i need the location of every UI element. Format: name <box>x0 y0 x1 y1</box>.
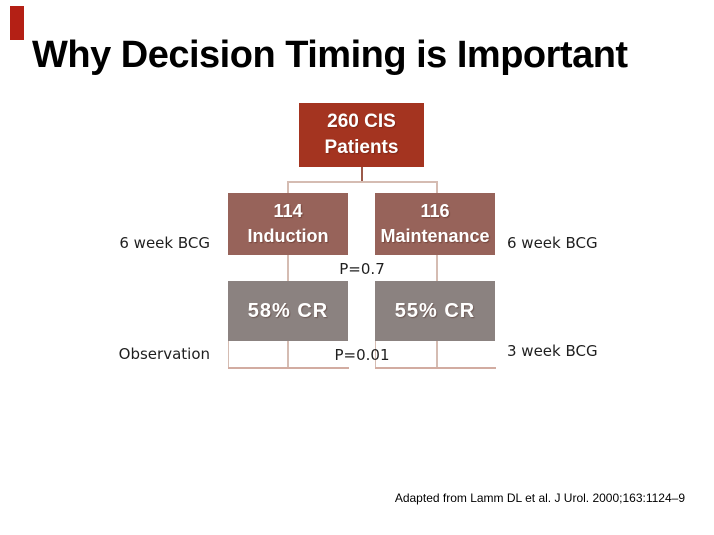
connector-branch-right-drop <box>436 181 438 193</box>
connector-result-left-edge-drop <box>228 341 229 367</box>
node-total-patients-line1: 260 CIS <box>327 111 396 132</box>
slide-title: Why Decision Timing is Important <box>32 34 628 76</box>
label-left-6-week-bcg: 6 week BCG <box>119 234 210 252</box>
node-maintenance: 116 Maintenance <box>375 193 495 255</box>
node-result-58-cr: 58% CR <box>228 281 348 341</box>
node-induction: 114 Induction <box>228 193 348 255</box>
node-induction-label: Induction <box>247 226 329 246</box>
connector-result-right-center-drop <box>436 341 438 367</box>
connector-result-left-floor <box>228 367 349 369</box>
connector-branch-left-drop <box>287 181 289 193</box>
label-right-6-week-bcg: 6 week BCG <box>507 234 598 252</box>
node-induction-count: 114 <box>273 201 303 221</box>
connector-result-right-floor <box>375 367 496 369</box>
label-observation: Observation <box>118 345 210 363</box>
node-total-patients: 260 CIS Patients <box>299 103 424 167</box>
connector-result-left-center-drop <box>287 341 289 367</box>
node-result-55-cr: 55% CR <box>375 281 495 341</box>
p-value-followup: P=0.01 <box>334 346 390 364</box>
node-total-patients-line2: Patients <box>324 137 399 158</box>
connector-branch-horizontal <box>287 181 438 183</box>
connector-root-stem <box>361 167 363 181</box>
connector-maintenance-to-result <box>436 255 438 281</box>
connector-result-right-edge-drop <box>375 341 376 367</box>
connector-induction-to-result <box>287 255 289 281</box>
p-value-induction-vs-maintenance: P=0.7 <box>339 260 385 278</box>
node-maintenance-count: 116 <box>420 201 450 221</box>
label-3-week-bcg: 3 week BCG <box>507 342 598 360</box>
citation-text: Adapted from Lamm DL et al. J Urol. 2000… <box>394 491 685 505</box>
node-result-58-cr-text: 58% CR <box>247 300 329 322</box>
node-maintenance-label: Maintenance <box>380 226 490 246</box>
slide-accent-bar <box>10 6 24 40</box>
node-result-55-cr-text: 55% CR <box>394 300 476 322</box>
